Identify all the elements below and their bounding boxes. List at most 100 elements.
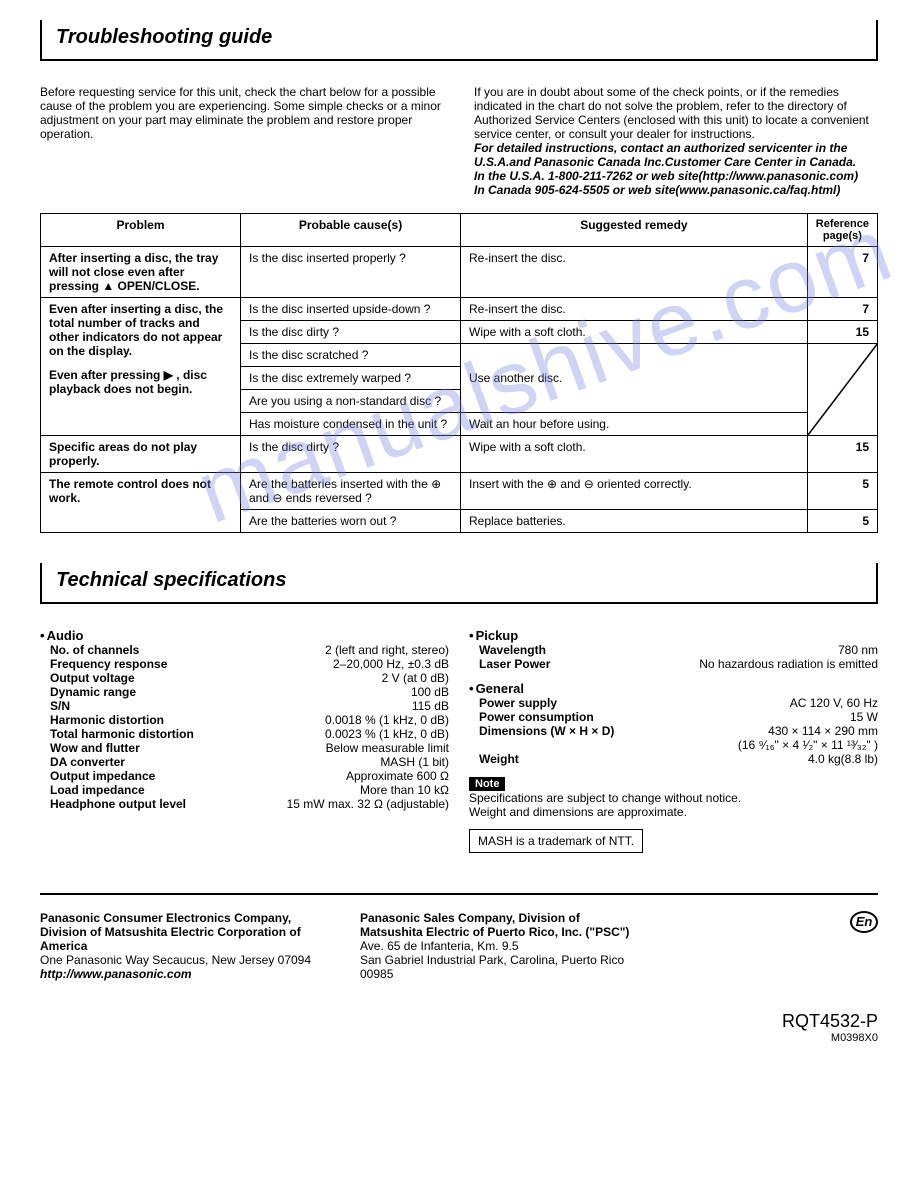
- audio-category: Audio: [40, 628, 449, 643]
- spec-label: Laser Power: [479, 657, 550, 671]
- cell-problem: After inserting a disc, the tray will no…: [41, 247, 241, 298]
- footer-company-2: Panasonic Sales Company, Division of Mat…: [360, 911, 640, 939]
- note-text-1: Specifications are subject to change wit…: [469, 791, 878, 805]
- table-row: Specific areas do not play properly. Is …: [41, 436, 878, 473]
- spec-row: DA converterMASH (1 bit): [40, 755, 449, 769]
- spec-label: Wavelength: [479, 643, 546, 657]
- spec-label: Total harmonic distortion: [50, 727, 194, 741]
- intro-right-p3: In the U.S.A. 1-800-211-7262 or web site…: [474, 169, 878, 183]
- cell-cause: Is the disc dirty ?: [241, 436, 461, 473]
- th-problem: Problem: [41, 214, 241, 247]
- section-header-box: Technical specifications: [40, 563, 878, 604]
- spec-label: Power consumption: [479, 710, 594, 724]
- footer-col-1: Panasonic Consumer Electronics Company, …: [40, 911, 320, 981]
- spec-row: Load impedanceMore than 10 kΩ: [40, 783, 449, 797]
- cell-remedy: Wait an hour before using.: [461, 413, 808, 436]
- spec-label: Load impedance: [50, 783, 145, 797]
- spec-columns: Audio No. of channels2 (left and right, …: [40, 628, 878, 853]
- spec-row: S/N115 dB: [40, 699, 449, 713]
- spec-value: 2 (left and right, stereo): [139, 643, 449, 657]
- table-header-row: Problem Probable cause(s) Suggested reme…: [41, 214, 878, 247]
- spec-row: Power consumption15 W: [469, 710, 878, 724]
- cell-cause: Is the disc scratched ?: [241, 344, 461, 367]
- spec-row: Output impedanceApproximate 600 Ω: [40, 769, 449, 783]
- intro-right-p4: In Canada 905-624-5505 or web site(www.p…: [474, 183, 878, 197]
- intro-left: Before requesting service for this unit,…: [40, 85, 444, 197]
- cell-cause: Is the disc inserted properly ?: [241, 247, 461, 298]
- spec-row: Wavelength780 nm: [469, 643, 878, 657]
- spec-label: Dimensions (W × H × D): [479, 724, 614, 738]
- spec-value: 100 dB: [136, 685, 449, 699]
- cell-ref: 15: [807, 321, 877, 344]
- cell-cause: Is the disc inserted upside-down ?: [241, 298, 461, 321]
- spec-label: No. of channels: [50, 643, 139, 657]
- divider: [40, 893, 878, 895]
- table-row: After inserting a disc, the tray will no…: [41, 247, 878, 298]
- cell-remedy: Use another disc.: [461, 344, 808, 413]
- cell-remedy: Replace batteries.: [461, 510, 808, 533]
- cell-remedy: Insert with the ⊕ and ⊖ oriented correct…: [461, 473, 808, 510]
- intro-right: If you are in doubt about some of the ch…: [474, 85, 878, 197]
- note-badge: Note: [469, 777, 505, 791]
- spec-value: 430 × 114 × 290 mm: [614, 724, 878, 738]
- spec-label: Weight: [479, 752, 519, 766]
- spec-row: Total harmonic distortion0.0023 % (1 kHz…: [40, 727, 449, 741]
- spec-value: 2 V (at 0 dB): [135, 671, 449, 685]
- footer-col-2: Panasonic Sales Company, Division of Mat…: [360, 911, 640, 981]
- spec-label: Wow and flutter: [50, 741, 140, 755]
- spec-label: Power supply: [479, 696, 557, 710]
- section-header-box: Troubleshooting guide: [40, 20, 878, 61]
- footer-address-2b: San Gabriel Industrial Park, Carolina, P…: [360, 953, 640, 981]
- cell-ref: 7: [807, 298, 877, 321]
- cell-cause: Are the batteries worn out ?: [241, 510, 461, 533]
- cell-problem: Even after inserting a disc, the total n…: [41, 298, 241, 436]
- spec-label: Output voltage: [50, 671, 135, 685]
- cell-remedy: Wipe with a soft cloth.: [461, 436, 808, 473]
- note-text-2: Weight and dimensions are approximate.: [469, 805, 878, 819]
- spec-label: Output impedance: [50, 769, 155, 783]
- footer-company-1: Panasonic Consumer Electronics Company, …: [40, 911, 320, 953]
- problem-text-b: Even after pressing ▶ , disc playback do…: [49, 368, 232, 396]
- spec-value: 0.0018 % (1 kHz, 0 dB): [164, 713, 449, 727]
- spec-col-left: Audio No. of channels2 (left and right, …: [40, 628, 449, 853]
- cell-ref: 7: [807, 247, 877, 298]
- intro-right-p2: For detailed instructions, contact an au…: [474, 141, 878, 169]
- spec-row: Laser PowerNo hazardous radiation is emi…: [469, 657, 878, 671]
- spec-value: MASH (1 bit): [125, 755, 449, 769]
- mash-trademark-box: MASH is a trademark of NTT.: [469, 829, 643, 853]
- footer-address-1: One Panasonic Way Secaucus, New Jersey 0…: [40, 953, 320, 967]
- th-cause: Probable cause(s): [241, 214, 461, 247]
- cell-problem: Specific areas do not play properly.: [41, 436, 241, 473]
- spec-label: Dynamic range: [50, 685, 136, 699]
- spec-value: (16 ⁹⁄₁₆" × 4 ¹⁄₂" × 11 ¹³⁄₃₂" ): [479, 738, 878, 752]
- cell-cause: Are the batteries inserted with the ⊕ an…: [241, 473, 461, 510]
- spec-row: Weight4.0 kg(8.8 lb): [469, 752, 878, 766]
- footer-spacer: En: [680, 911, 878, 981]
- spec-value: 0.0023 % (1 kHz, 0 dB): [194, 727, 449, 741]
- spec-row: Dimensions (W × H × D)430 × 114 × 290 mm: [469, 724, 878, 738]
- spec-label: DA converter: [50, 755, 125, 769]
- spec-value: 780 nm: [546, 643, 878, 657]
- cell-ref: 5: [807, 473, 877, 510]
- spec-label: Headphone output level: [50, 797, 186, 811]
- spec-value: Approximate 600 Ω: [155, 769, 449, 783]
- cell-remedy: Wipe with a soft cloth.: [461, 321, 808, 344]
- en-badge: En: [850, 911, 878, 933]
- spec-row: Headphone output level15 mW max. 32 Ω (a…: [40, 797, 449, 811]
- footer-url: http://www.panasonic.com: [40, 967, 320, 981]
- intro-columns: Before requesting service for this unit,…: [40, 85, 878, 197]
- cell-remedy: Re-insert the disc.: [461, 247, 808, 298]
- problem-text-a: Even after inserting a disc, the total n…: [49, 302, 232, 358]
- footer: Panasonic Consumer Electronics Company, …: [40, 911, 878, 981]
- spec-row: Frequency response2–20,000 Hz, ±0.3 dB: [40, 657, 449, 671]
- spec-row: Output voltage2 V (at 0 dB): [40, 671, 449, 685]
- intro-right-p1: If you are in doubt about some of the ch…: [474, 85, 878, 141]
- spec-label: S/N: [50, 699, 70, 713]
- spec-row: No. of channels2 (left and right, stereo…: [40, 643, 449, 657]
- spec-value: 115 dB: [70, 699, 449, 713]
- spec-row: Power supplyAC 120 V, 60 Hz: [469, 696, 878, 710]
- cell-remedy: Re-insert the disc.: [461, 298, 808, 321]
- cell-ref: 5: [807, 510, 877, 533]
- spec-row: Harmonic distortion0.0018 % (1 kHz, 0 dB…: [40, 713, 449, 727]
- cell-cause: Are you using a non-standard disc ?: [241, 390, 461, 413]
